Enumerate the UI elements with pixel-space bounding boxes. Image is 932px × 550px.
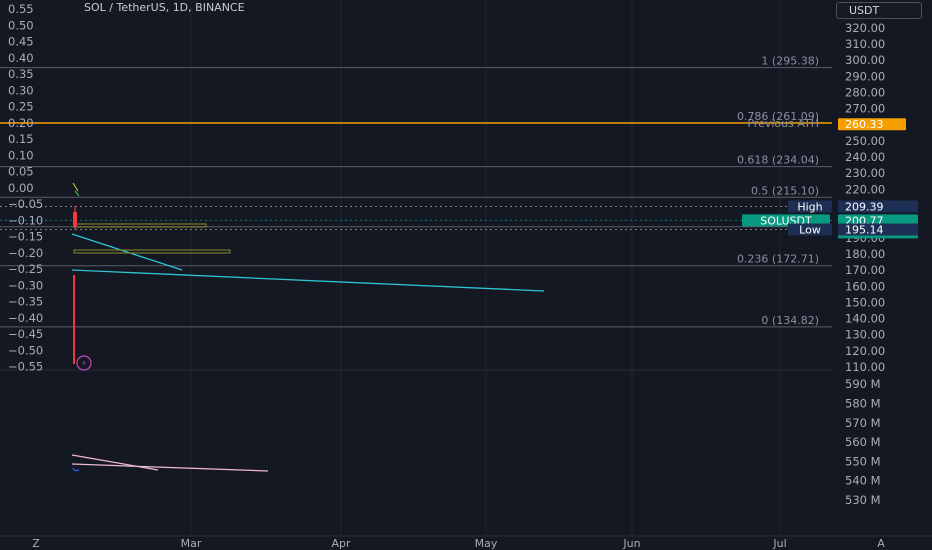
price-axis-tick: 250.00 <box>845 134 885 148</box>
fib-level-label: 0.5 (215.10) <box>751 184 819 197</box>
price-axis-tick: 320.00 <box>845 21 885 35</box>
price-axis-tick: 310.00 <box>845 37 885 51</box>
volume-trend-line[interactable] <box>71 454 159 471</box>
left-axis-tick: −0.45 <box>8 327 43 341</box>
left-axis-tick: −0.10 <box>8 213 43 227</box>
volume-axis[interactable]: 530 M 540 M 550 M 560 M 570 M 580 M 590 M <box>845 377 881 507</box>
left-axis-tick: 0.05 <box>8 165 34 179</box>
left-axis-tick: 0.45 <box>8 35 34 49</box>
event-marker-glyph: ⚡ <box>81 359 87 368</box>
left-axis-tick: 0.00 <box>8 181 34 195</box>
currency-button[interactable]: USDT <box>836 2 922 19</box>
fibonacci-retracement[interactable]: 1 (295.38) 0.786 (261.09) 0.618 (234.04) 0.… <box>0 55 832 328</box>
price-axis-tick: 230.00 <box>845 166 885 180</box>
price-axis-tick: 180.00 <box>845 247 885 261</box>
time-axis-label: May <box>475 537 498 550</box>
price-axis-tick: 240.00 <box>845 150 885 164</box>
previous-ath-tag <box>838 118 906 131</box>
price-axis-tick: 170.00 <box>845 263 885 277</box>
left-axis-tick: 0.55 <box>8 2 34 16</box>
horizontal-ray[interactable] <box>73 249 231 254</box>
price-axis-tick: 110.00 <box>845 360 885 374</box>
event-marker-icon[interactable] <box>76 355 92 371</box>
volume-axis-tick: 540 M <box>845 474 881 488</box>
left-axis-tick: 0.25 <box>8 100 34 114</box>
left-axis-tick: −0.30 <box>8 278 43 292</box>
price-axis[interactable]: 110.00 120.00 130.00 140.00 150.00 160.00 170.… <box>845 21 885 374</box>
fib-level-label: 0.236 (172.71) <box>737 253 819 266</box>
indicator-mark <box>74 190 80 197</box>
fib-level-label: 0.786 (261.09) <box>737 110 819 123</box>
left-axis-tick: 0.15 <box>8 132 34 146</box>
price-axis-tick: 270.00 <box>845 102 885 116</box>
left-corner-label[interactable]: Z <box>32 537 40 550</box>
left-axis-tick: −0.35 <box>8 295 43 309</box>
volume-axis-tick: 560 M <box>845 435 881 449</box>
time-axis[interactable]: Mar Apr May Jun Jul Z A <box>32 537 885 550</box>
price-axis-tick: 160.00 <box>845 279 885 293</box>
low-label-tag <box>788 223 832 236</box>
left-axis-tick: −0.25 <box>8 262 43 276</box>
fib-level-label: 0 (134.82) <box>761 314 819 327</box>
grid <box>0 0 932 537</box>
low-label-text: Low <box>799 223 821 236</box>
time-axis-label: Jun <box>622 537 640 550</box>
left-axis-tick: 0.20 <box>8 116 34 130</box>
price-axis-tick: 300.00 <box>845 53 885 67</box>
price-axis-tick: 140.00 <box>845 312 885 326</box>
left-axis-tick: −0.55 <box>8 360 43 374</box>
left-axis-tick: 0.50 <box>8 18 34 32</box>
high-price-tag <box>838 200 918 213</box>
left-axis-tick: 0.35 <box>8 67 34 81</box>
horizontal-ray[interactable] <box>73 223 207 228</box>
price-axis-tick: 290.00 <box>845 69 885 83</box>
volume-axis-tick: 580 M <box>845 397 881 411</box>
time-axis-label: Jul <box>772 537 786 550</box>
volume-axis-tick: 570 M <box>845 416 881 430</box>
price-tags: 260.33High209.39SOLUSDT200.7718:42:14Low… <box>742 118 918 239</box>
left-axis-tick: 0.30 <box>8 83 34 97</box>
left-axis-tick: −0.50 <box>8 343 43 357</box>
trend-line[interactable] <box>71 233 183 271</box>
candle[interactable] <box>73 212 77 226</box>
price-axis-tick: 220.00 <box>845 182 885 196</box>
left-axis-tick: 0.10 <box>8 148 34 162</box>
fib-level-label: 1 (295.38) <box>761 55 819 68</box>
price-axis-tick: 280.00 <box>845 85 885 99</box>
previous-ath-value: 260.33 <box>845 118 884 131</box>
high-label-text: High <box>797 200 822 213</box>
fib-level-label: 0.618 (234.04) <box>737 154 819 167</box>
left-axis-tick: 0.40 <box>8 51 34 65</box>
price-axis-tick: 130.00 <box>845 328 885 342</box>
drawings[interactable]: ⚡ <box>71 182 545 472</box>
volume-mark <box>72 467 80 472</box>
indicator-mark <box>72 182 79 192</box>
high-label-tag <box>788 200 832 213</box>
time-axis-label: Apr <box>331 537 351 550</box>
left-axis-tick: −0.40 <box>8 311 43 325</box>
time-axis-label: Mar <box>181 537 202 550</box>
low-price-tag <box>838 223 918 236</box>
left-axis-tick: −0.15 <box>8 230 43 244</box>
low-price-value: 195.14 <box>845 223 884 236</box>
symbol-title[interactable]: SOL / TetherUS, 1D, BINANCE <box>84 1 245 14</box>
price-axis-tick: 120.00 <box>845 344 885 358</box>
high-price-value: 209.39 <box>845 200 884 213</box>
left-axis: 0.55 0.50 0.45 0.40 0.35 0.30 0.25 0.20 0.15 0.10… <box>8 2 43 374</box>
volume-axis-tick: 530 M <box>845 493 881 507</box>
price-axis-tick: 150.00 <box>845 295 885 309</box>
right-corner-label[interactable]: A <box>877 537 885 550</box>
previous-ath-annotation: Previous ATH <box>747 117 819 130</box>
left-axis-tick: −0.05 <box>8 197 43 211</box>
volume-trend-line[interactable] <box>71 463 269 472</box>
volume-axis-tick: 590 M <box>845 377 881 391</box>
left-axis-tick: −0.20 <box>8 246 43 260</box>
trend-line[interactable] <box>71 269 545 292</box>
symbol-label-tag <box>742 214 830 227</box>
volume-axis-tick: 550 M <box>845 454 881 468</box>
